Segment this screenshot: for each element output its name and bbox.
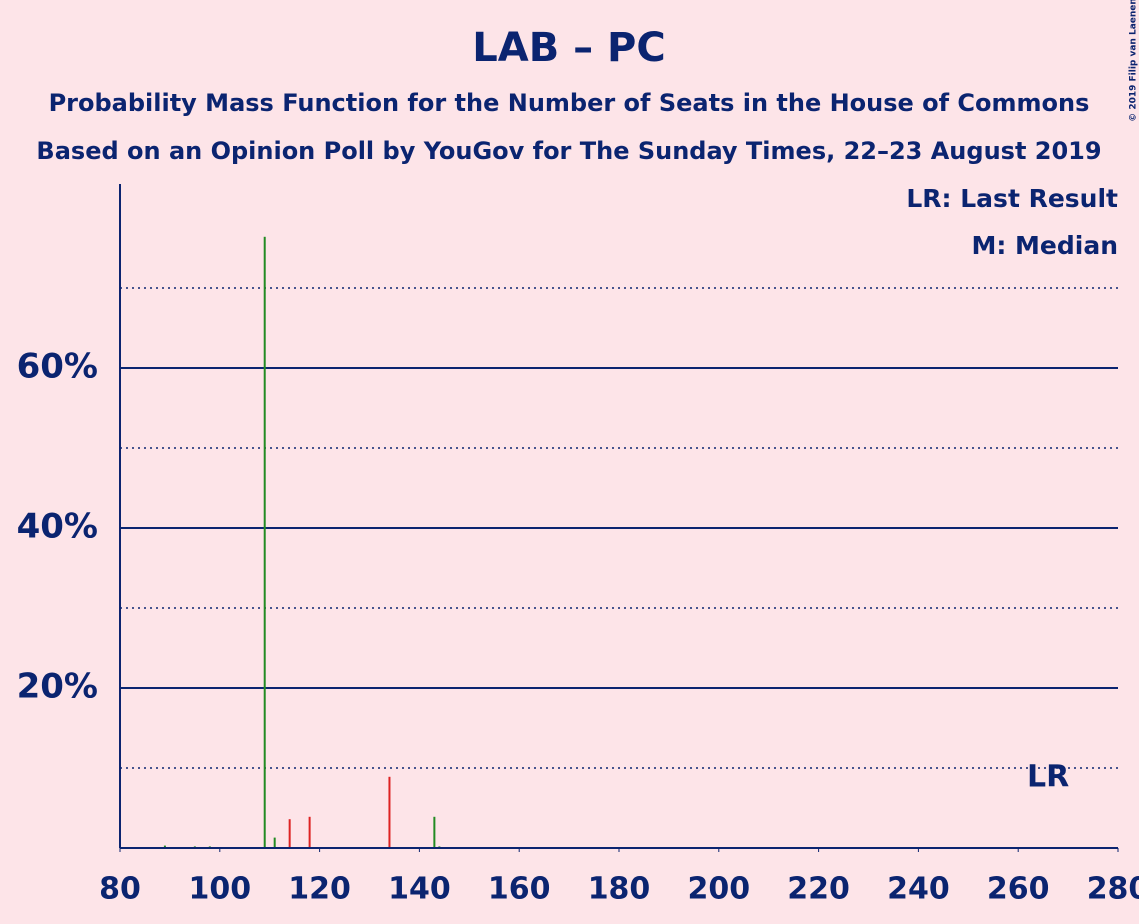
bar [433, 816, 436, 848]
x-tick-label: 180 [588, 872, 651, 907]
x-tick-label: 100 [188, 872, 251, 907]
bar [288, 819, 291, 848]
x-tick-label: 220 [787, 872, 850, 907]
bar [388, 776, 391, 848]
y-tick-label: 40% [17, 507, 98, 547]
x-tick-label: 140 [388, 872, 451, 907]
copyright: © 2019 Filip van Laenen [1129, 0, 1139, 122]
x-tick-label: 120 [288, 872, 351, 907]
x-tick-label: 200 [687, 872, 750, 907]
legend-entry: LR: Last Result [906, 184, 1118, 213]
x-tick-label: 160 [488, 872, 551, 907]
legend-entry: M: Median [971, 231, 1118, 260]
bar [163, 845, 166, 848]
y-tick-label: 20% [17, 667, 98, 707]
x-tick-label: 280 [1087, 872, 1139, 907]
x-tick-label: 80 [99, 872, 141, 907]
chart-title: LAB – PC [472, 25, 665, 71]
chart-subtitle: Based on an Opinion Poll by YouGov for T… [36, 137, 1101, 165]
y-tick-label: 60% [17, 347, 98, 387]
bar [263, 236, 266, 849]
x-tick-label: 240 [887, 872, 950, 907]
annotation: LR [1027, 760, 1069, 795]
chart-subtitle: Probability Mass Function for the Number… [49, 89, 1090, 117]
bar [273, 837, 276, 848]
bar [308, 816, 311, 848]
x-tick-label: 260 [987, 872, 1050, 907]
